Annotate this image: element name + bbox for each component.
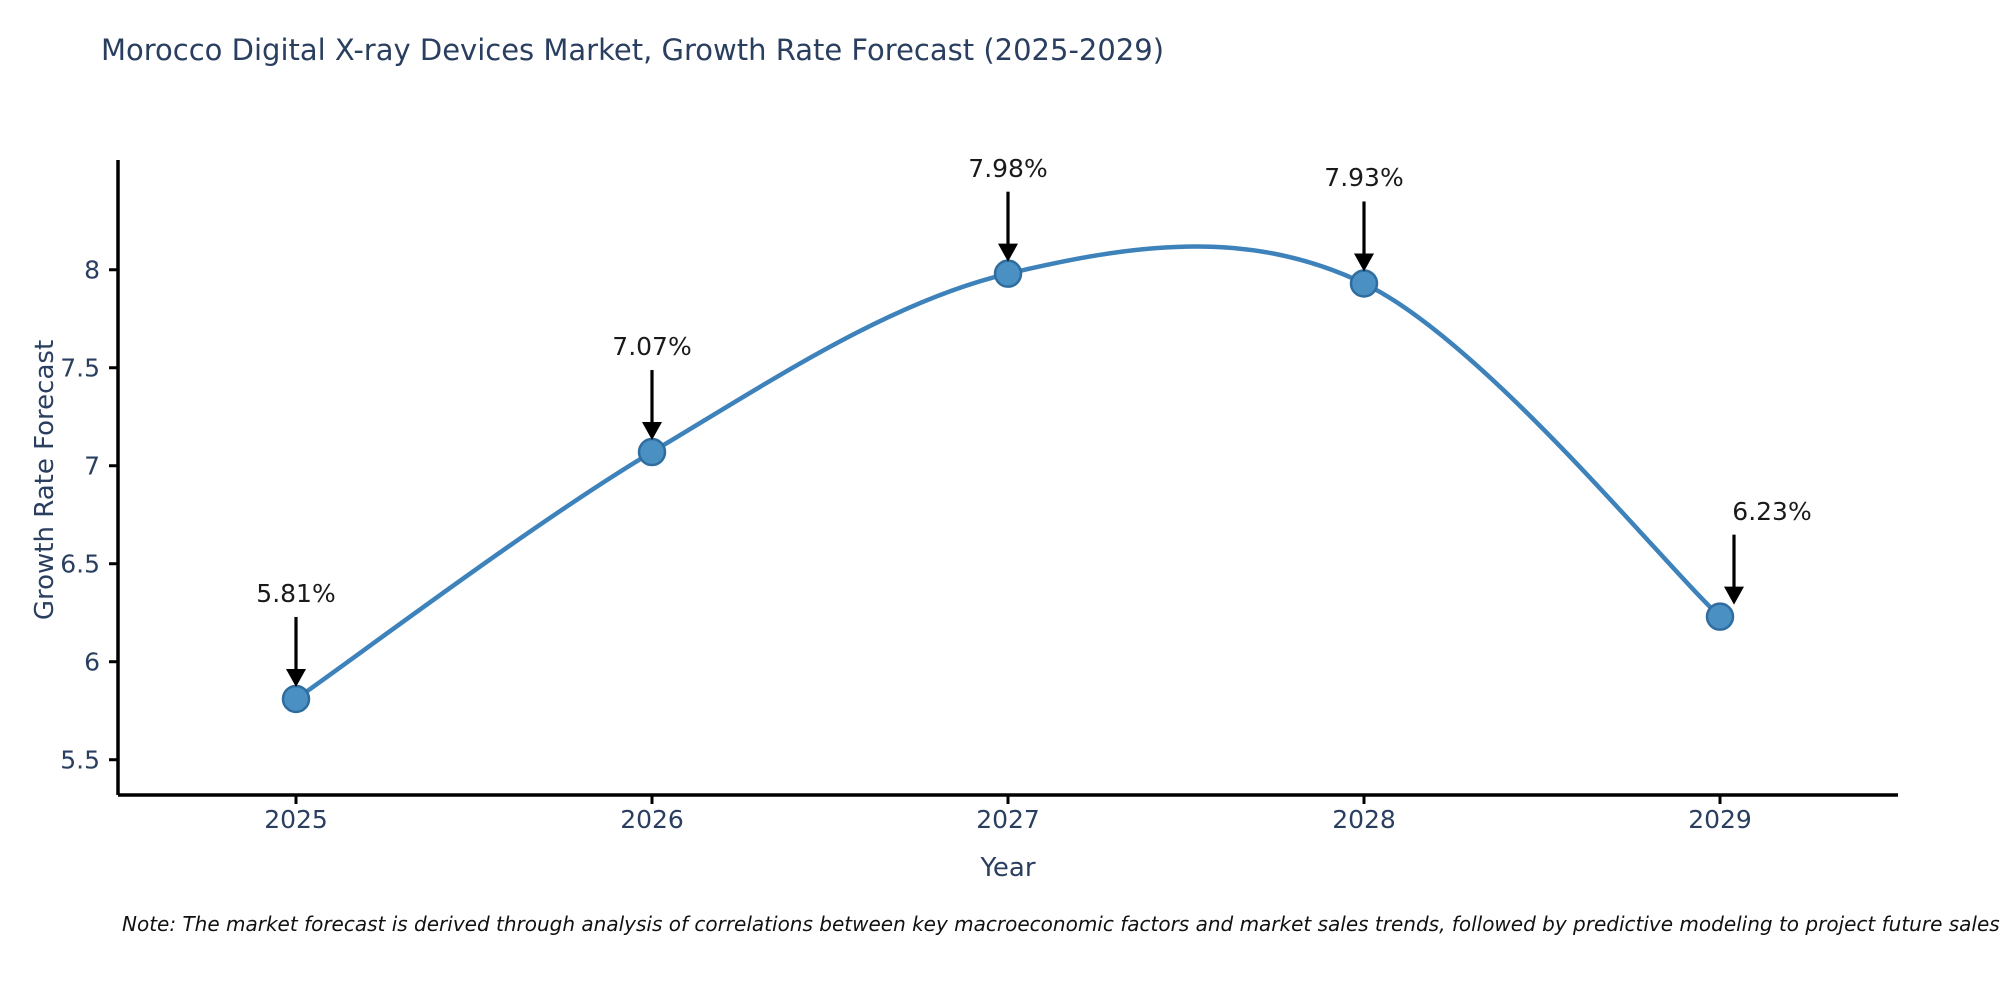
annotation-arrows	[286, 191, 1744, 687]
x-tick-label: 2027	[976, 805, 1040, 834]
x-tick-label: 2026	[620, 805, 684, 834]
annotation-arrow-head	[1724, 586, 1744, 605]
data-point-label: 7.07%	[612, 332, 692, 362]
data-point-label: 5.81%	[256, 578, 336, 608]
y-tick-label: 6	[84, 647, 100, 677]
annotation-arrow-head	[286, 668, 306, 687]
annotation-arrow-head	[1354, 253, 1374, 272]
y-tick-label: 6.5	[60, 549, 100, 579]
x-tick-label: 2029	[1688, 805, 1752, 834]
annotation-arrow-head	[998, 243, 1018, 262]
chart-title: Morocco Digital X-ray Devices Market, Gr…	[101, 33, 1165, 67]
y-tick-label: 7	[84, 451, 100, 481]
data-point-marker	[993, 259, 1023, 288]
data-point-marker	[1705, 602, 1735, 631]
data-series-line	[293, 244, 1723, 702]
data-point-marker	[1349, 269, 1379, 298]
data-point-marker	[281, 684, 311, 714]
data-point-label: 6.23%	[1732, 496, 1812, 526]
x-tick-marks	[294, 795, 1722, 804]
data-point-label: 7.93%	[1324, 163, 1404, 193]
y-tick-label: 5.5	[60, 745, 100, 775]
data-point-markers	[281, 259, 1735, 714]
y-tick-label: 7.5	[60, 353, 100, 383]
data-point-marker	[637, 437, 667, 467]
x-tick-label: 2028	[1332, 805, 1396, 834]
x-axis-title: Year	[980, 853, 1036, 883]
data-point-label: 7.98%	[968, 153, 1048, 183]
y-tick-marks	[109, 268, 118, 762]
annotation-arrow-head	[642, 422, 662, 441]
x-tick-label: 2025	[264, 805, 328, 834]
chart-footnote: Note: The market forecast is derived thr…	[122, 912, 2000, 936]
y-tick-label: 8	[84, 255, 100, 285]
